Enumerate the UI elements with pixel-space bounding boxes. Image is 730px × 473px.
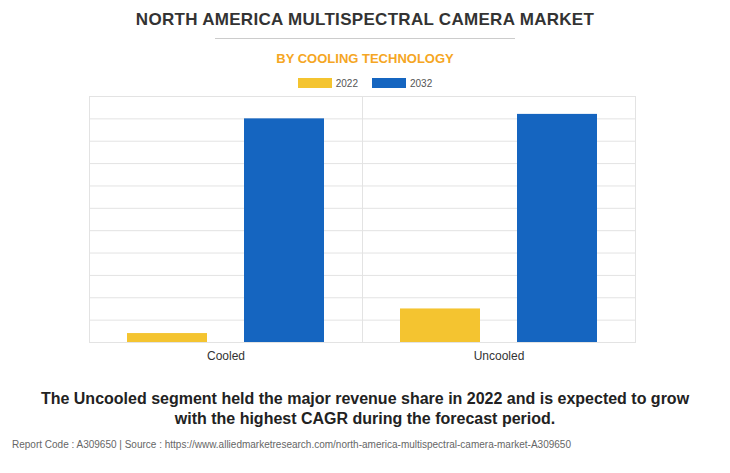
html-text:Report Code : A309650 | Source: Report Code : A309650 | Source : https:/… (12, 439, 571, 450)
html-text:2032: 2032 (410, 77, 433, 89)
html-text:2022: 2022 (335, 77, 358, 89)
svg-text:Uncooled: Uncooled (474, 349, 525, 363)
html-text:BY COOLING TECHNOLOGY: BY COOLING TECHNOLOGY (276, 51, 454, 66)
svg-text:Cooled: Cooled (207, 349, 245, 363)
html-text:NORTH AMERICA MULTISPECTRAL CA: NORTH AMERICA MULTISPECTRAL CAMERA MARKE… (135, 10, 595, 29)
html-text:The Uncooled segment held the: The Uncooled segment held the major reve… (40, 390, 690, 427)
